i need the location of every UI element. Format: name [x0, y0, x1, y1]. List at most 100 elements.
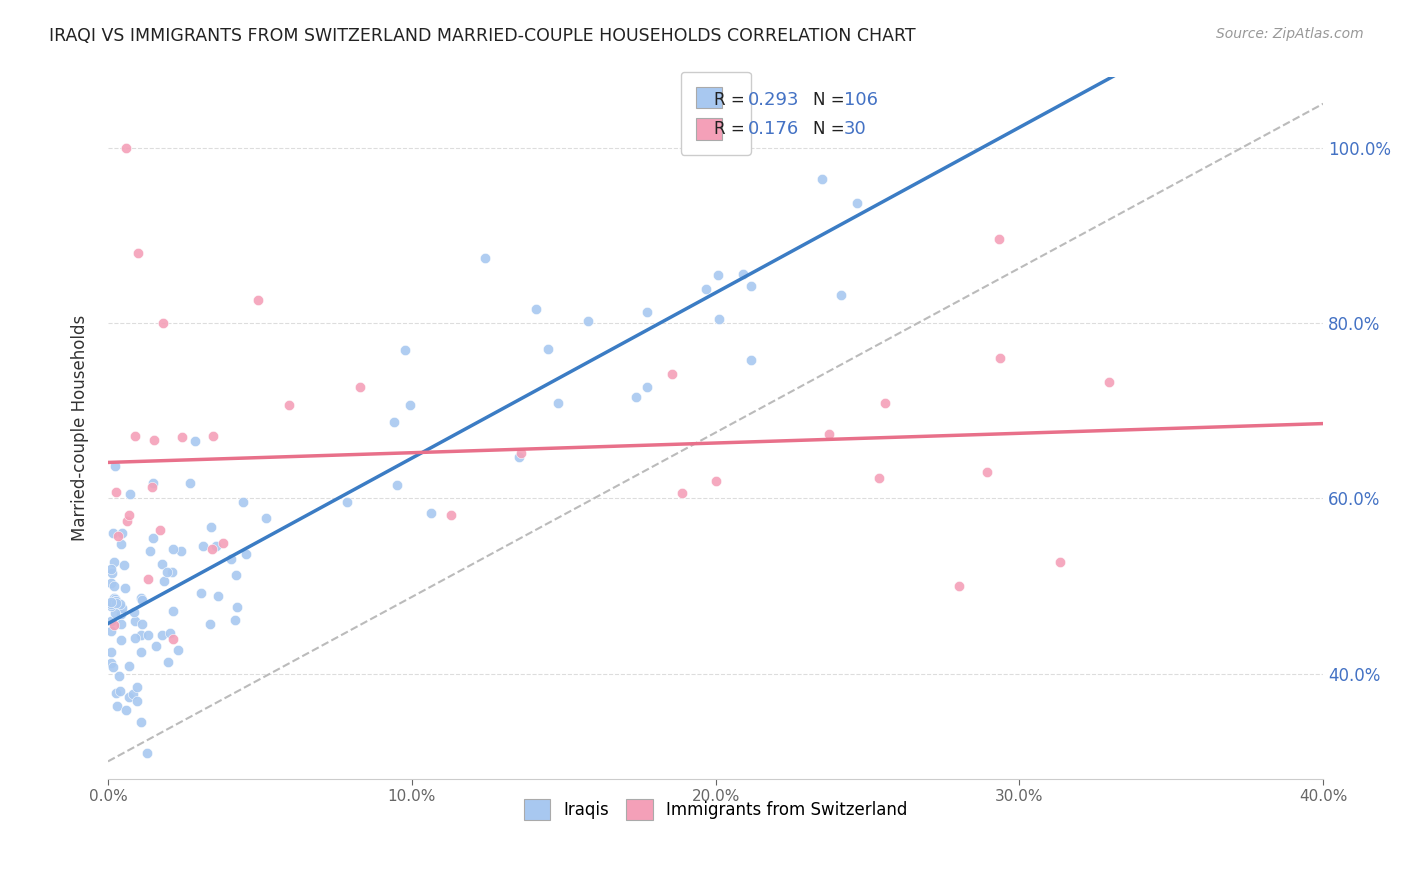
Point — [108, 597, 131, 611]
Point — [987, 232, 1010, 246]
Point — [385, 477, 408, 491]
Point — [104, 459, 127, 474]
Point — [100, 597, 122, 611]
Point — [136, 628, 159, 642]
Point — [136, 746, 159, 760]
Point — [247, 293, 270, 308]
Point — [524, 302, 547, 317]
Point — [124, 615, 146, 629]
Point — [142, 476, 165, 491]
Point — [118, 508, 141, 522]
Point — [110, 537, 132, 551]
Point — [124, 429, 146, 443]
Point — [105, 596, 128, 610]
Point — [150, 557, 173, 571]
Point — [149, 524, 172, 538]
Text: 106: 106 — [844, 91, 877, 109]
Point — [115, 703, 138, 717]
Point — [211, 536, 233, 550]
Point — [226, 599, 249, 614]
Point — [136, 572, 159, 586]
Legend: Iraqis, Immigrants from Switzerland: Iraqis, Immigrants from Switzerland — [510, 786, 921, 834]
Point — [190, 585, 212, 599]
Point — [394, 343, 416, 357]
Point — [224, 613, 246, 627]
Point — [100, 594, 122, 608]
Point — [125, 694, 148, 708]
Text: IRAQI VS IMMIGRANTS FROM SWITZERLAND MARRIED-COUPLE HOUSEHOLDS CORRELATION CHART: IRAQI VS IMMIGRANTS FROM SWITZERLAND MAR… — [49, 27, 915, 45]
Point — [731, 267, 754, 281]
Point — [115, 514, 138, 528]
Point — [707, 311, 730, 326]
Point — [349, 380, 371, 394]
Point — [167, 643, 190, 657]
Point — [100, 566, 122, 580]
Point — [111, 526, 134, 541]
Point — [988, 351, 1011, 366]
Point — [131, 591, 153, 605]
Point — [547, 396, 569, 410]
Point — [156, 565, 179, 579]
Point — [108, 683, 131, 698]
Point — [704, 474, 727, 488]
Point — [129, 627, 152, 641]
Point — [145, 639, 167, 653]
Point — [103, 555, 125, 569]
Point — [104, 592, 127, 607]
Point — [124, 605, 146, 619]
Point — [103, 579, 125, 593]
Point — [100, 656, 122, 670]
Point — [232, 495, 254, 509]
Point — [384, 415, 406, 429]
Point — [830, 288, 852, 302]
Point — [107, 528, 129, 542]
Point — [179, 476, 201, 491]
Point — [399, 398, 422, 412]
Text: R =: R = — [714, 91, 751, 109]
Point — [162, 632, 184, 646]
Point — [1098, 376, 1121, 390]
Point — [162, 541, 184, 556]
Point — [184, 434, 207, 449]
Point — [108, 669, 131, 683]
Point — [201, 541, 224, 556]
Point — [150, 628, 173, 642]
Point — [420, 506, 443, 520]
Point — [153, 574, 176, 589]
Point — [811, 172, 834, 186]
Point — [139, 543, 162, 558]
Point — [104, 606, 127, 620]
Point — [105, 594, 128, 608]
Text: 0.176: 0.176 — [748, 120, 799, 138]
Point — [157, 655, 180, 669]
Text: 0.293: 0.293 — [748, 91, 800, 109]
Point — [509, 446, 531, 460]
Point — [110, 600, 132, 615]
Point — [159, 626, 181, 640]
Point — [101, 525, 124, 540]
Text: Source: ZipAtlas.com: Source: ZipAtlas.com — [1216, 27, 1364, 41]
Point — [439, 508, 461, 523]
Text: N =: N = — [813, 120, 849, 138]
Point — [110, 607, 132, 621]
Point — [336, 494, 359, 508]
Point — [671, 485, 693, 500]
Point — [100, 645, 122, 659]
Point — [103, 591, 125, 605]
Point — [152, 316, 174, 330]
Point — [131, 617, 153, 632]
Point — [170, 544, 193, 558]
Point — [115, 140, 138, 154]
Point — [104, 594, 127, 608]
Point — [162, 604, 184, 618]
Point — [219, 552, 242, 566]
Point — [875, 395, 897, 409]
Y-axis label: Married-couple Households: Married-couple Households — [72, 315, 89, 541]
Point — [105, 699, 128, 714]
Point — [100, 599, 122, 613]
Point — [661, 367, 683, 381]
Point — [103, 660, 125, 674]
Point — [100, 614, 122, 628]
Point — [100, 624, 122, 639]
Text: R =: R = — [714, 120, 751, 138]
